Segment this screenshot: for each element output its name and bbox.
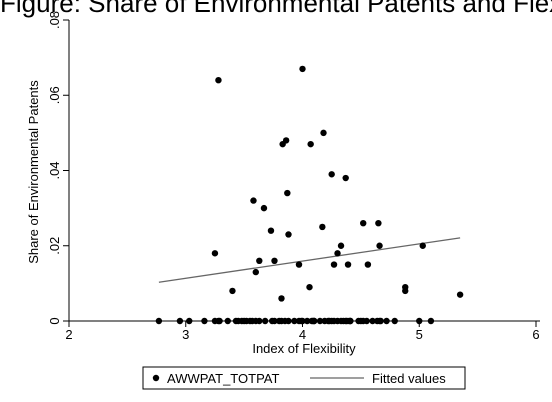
scatter-point xyxy=(316,317,324,325)
scatter-point xyxy=(285,231,292,238)
scatter-point xyxy=(211,250,219,257)
scatter-point xyxy=(307,140,314,148)
scatter-point xyxy=(364,261,372,268)
scatter-point xyxy=(306,283,313,291)
fitted-line-layer xyxy=(158,237,461,283)
legend-label-fitted: Fitted values xyxy=(372,371,446,386)
scatter-point xyxy=(369,317,376,325)
scatter-point xyxy=(391,317,398,325)
x-tick-label: 5 xyxy=(416,327,423,342)
scatter-point xyxy=(256,257,263,264)
scatter-point xyxy=(360,219,367,227)
scatter-point xyxy=(344,261,352,268)
fitted-values-line xyxy=(158,237,461,283)
scatter-point xyxy=(252,268,259,276)
x-tick-label: 2 xyxy=(65,327,72,342)
chart-title-clip: Figure: Share of Environmental Patents a… xyxy=(0,0,552,22)
scatter-point xyxy=(271,317,278,325)
scatter-point xyxy=(232,317,240,325)
scatter-point xyxy=(347,317,354,325)
scatter-point xyxy=(155,317,163,325)
scatter-point xyxy=(375,219,382,227)
plot-area xyxy=(69,20,536,321)
scatter-point xyxy=(260,204,268,212)
scatter-point xyxy=(176,317,184,325)
legend: AWWPAT_TOTPAT Fitted values xyxy=(142,366,466,390)
scatter-point xyxy=(299,65,306,73)
scatter-point xyxy=(328,171,335,178)
y-axis-label: Share of Environmental Patents xyxy=(26,80,41,264)
scatter-point xyxy=(229,287,236,295)
scatter-point xyxy=(337,242,345,249)
scatter-point xyxy=(186,317,193,325)
scatter-point xyxy=(216,317,223,325)
scatter-point xyxy=(456,291,464,298)
scatter-point xyxy=(416,317,423,325)
y-tick-label: 0 xyxy=(47,317,62,324)
scatter-point xyxy=(224,317,231,325)
scatter-point xyxy=(299,317,306,325)
scatter-point xyxy=(201,317,208,325)
scatter-point xyxy=(291,317,298,325)
y-tick-label: .08 xyxy=(47,11,62,29)
scatter-point xyxy=(282,137,290,144)
scatter-point xyxy=(250,197,257,204)
scatter-points-layer xyxy=(155,65,464,325)
scatter-point xyxy=(376,242,383,249)
x-tick-label: 3 xyxy=(182,327,189,342)
scatter-point xyxy=(310,317,318,325)
scatter-point xyxy=(334,250,341,257)
chart-title: Figure: Share of Environmental Patents a… xyxy=(0,0,552,18)
scatter-point xyxy=(215,77,222,84)
scatter-point xyxy=(261,317,269,325)
y-axis-ticks: 0 .02 .04 .06 .08 xyxy=(47,11,69,325)
x-tick-label: 4 xyxy=(299,327,306,342)
y-tick-label: .06 xyxy=(47,86,62,104)
scatter-point xyxy=(383,317,390,325)
scatter-point xyxy=(278,295,285,302)
scatter-point xyxy=(284,189,291,197)
scatter-point xyxy=(377,317,384,325)
legend-marker-scatter xyxy=(152,374,160,382)
x-tick-label: 6 xyxy=(532,327,539,342)
x-axis-label: Index of Flexibility xyxy=(252,341,356,356)
scatter-point xyxy=(319,223,326,231)
scatter-point xyxy=(285,317,292,325)
scatter-point xyxy=(402,287,409,295)
scatter-point xyxy=(256,317,263,325)
scatter-point xyxy=(267,227,275,234)
scatter-point xyxy=(363,317,370,325)
legend-box xyxy=(142,366,466,390)
scatter-point xyxy=(271,257,278,264)
scatter-point xyxy=(419,242,426,249)
scatter-point xyxy=(342,174,349,182)
scatter-point xyxy=(295,261,303,268)
y-tick-label: .02 xyxy=(47,237,62,255)
scatter-point xyxy=(303,317,311,325)
legend-label-scatter: AWWPAT_TOTPAT xyxy=(167,371,279,386)
scatter-point xyxy=(320,129,327,137)
scatter-point xyxy=(427,317,435,325)
scatter-point xyxy=(330,261,338,268)
y-tick-label: .04 xyxy=(47,161,62,179)
